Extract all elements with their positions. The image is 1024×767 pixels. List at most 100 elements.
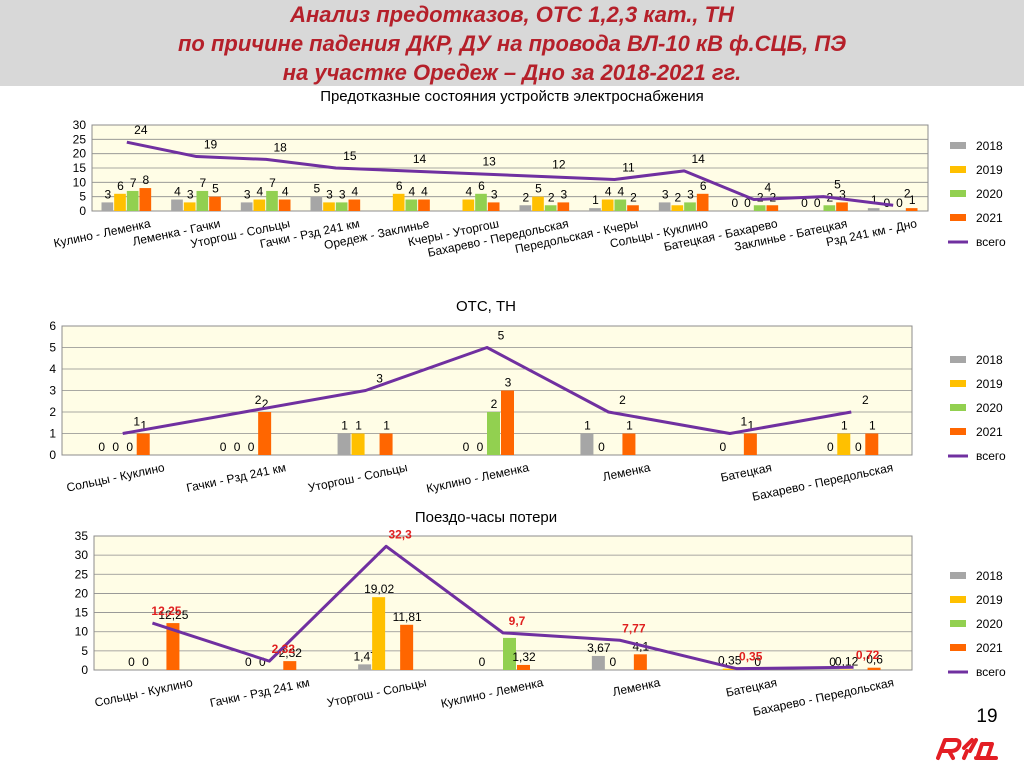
legend-swatch	[950, 356, 966, 363]
legend-swatch	[950, 596, 966, 603]
header-band	[0, 0, 1024, 86]
y-tick-label: 35	[75, 529, 89, 543]
bar-2020	[823, 205, 836, 211]
total-value-label: 12,25	[151, 604, 181, 618]
bar-value-label: 3	[839, 187, 846, 201]
total-value-label: 19	[204, 138, 218, 152]
bar-value-label: 0	[744, 196, 751, 210]
y-tick-label: 5	[81, 644, 88, 658]
bar-2021	[865, 433, 879, 455]
legend-label: всего	[976, 449, 1006, 463]
bar-2018	[337, 433, 351, 455]
bar-value-label: 0	[128, 655, 135, 669]
category-label: Сольцы - Куклино	[65, 460, 166, 495]
bar-2018	[171, 199, 183, 211]
total-line	[151, 544, 854, 671]
bar-value-label: 3	[560, 187, 567, 201]
bar-2021	[517, 664, 530, 670]
bar-value-label: 3	[339, 187, 346, 201]
bar-value-label: 2	[262, 397, 269, 411]
chart-title: Предотказные состояния устройств электро…	[320, 88, 704, 105]
bar-2020	[544, 205, 557, 211]
y-tick-label: 20	[75, 586, 89, 600]
category-label: Куклино - Леменка	[440, 675, 545, 710]
bar-value-label: 0,12	[835, 655, 859, 669]
bar-2018	[580, 433, 594, 455]
bar-2021	[743, 433, 757, 455]
bar-2021	[836, 202, 848, 211]
bar-2021	[278, 199, 291, 211]
bar-2021	[348, 199, 361, 211]
bar-value-label: 6	[700, 179, 707, 193]
bar-value-label: 1	[841, 419, 848, 433]
bar-value-label: 3	[687, 187, 694, 201]
bar-2020	[126, 190, 139, 211]
bar-value-label: 2	[522, 190, 529, 204]
bar-value-label: 2	[757, 190, 764, 204]
bar-value-label: 8	[142, 173, 149, 187]
bar-value-label: 11,81	[393, 610, 422, 624]
bar-2021	[557, 202, 570, 211]
total-value-label: 24	[134, 123, 148, 137]
category-label: Куклино - Леменка	[425, 460, 530, 495]
bar-2021	[139, 188, 152, 211]
bar-2021	[622, 433, 636, 455]
y-tick-label: 30	[75, 548, 89, 562]
legend-swatch	[950, 142, 966, 149]
bar-2021	[633, 654, 647, 670]
bar-value-label: 0	[754, 655, 761, 669]
bar-2021	[209, 196, 221, 211]
bar-2020	[487, 412, 500, 455]
bar-value-label: 19,02	[364, 582, 394, 596]
total-value-label: 18	[273, 140, 287, 154]
bar-value-label: 0	[142, 655, 149, 669]
bar-value-label: 6	[117, 179, 124, 193]
bar-2018	[658, 202, 671, 211]
y-tick-label: 6	[49, 319, 56, 333]
legend-label: всего	[976, 665, 1006, 679]
bar-2020	[503, 637, 516, 670]
y-tick-label: 15	[75, 606, 89, 620]
bar-value-label: 2	[548, 190, 555, 204]
bar-2019	[462, 199, 475, 211]
total-value-label: 3	[376, 372, 383, 386]
bar-value-label: 0	[248, 440, 255, 454]
bar-value-label: 0	[112, 440, 119, 454]
bar-value-label: 4	[408, 185, 415, 199]
page-title: Анализ предотказов, ОТС 1,2,3 кат., ТН п…	[0, 0, 1024, 87]
y-tick-label: 25	[73, 132, 87, 146]
bar-2019	[372, 597, 386, 670]
bar-value-label: 0	[598, 440, 605, 454]
bar-2019	[671, 205, 684, 211]
bar-value-label: 0	[855, 440, 862, 454]
legend-label: всего	[976, 235, 1006, 249]
y-tick-label: 20	[73, 147, 87, 161]
bar-2019	[837, 433, 851, 455]
legend-label: 2021	[976, 211, 1003, 225]
total-value-label: 15	[343, 149, 357, 163]
category-label: Леменка	[611, 675, 661, 699]
bar-value-label: 5	[313, 182, 320, 196]
bar-2021	[905, 208, 918, 211]
bar-2019	[392, 193, 405, 211]
category-label: Уторгош - Сольцы	[307, 460, 409, 495]
bar-2021	[400, 624, 414, 670]
bar-value-label: 0	[259, 655, 266, 669]
bar-value-label: 4	[351, 185, 358, 199]
y-tick-label: 15	[73, 161, 87, 175]
bar-2020	[196, 190, 209, 211]
bar-2018	[101, 202, 114, 211]
legend-label: 2019	[976, 377, 1003, 391]
total-value-label: 2	[619, 393, 626, 407]
bar-2019	[722, 668, 736, 670]
y-tick-label: 0	[81, 663, 88, 677]
bar-value-label: 7	[269, 176, 276, 190]
legend-label: 2019	[976, 593, 1003, 607]
legend-swatch	[950, 644, 966, 651]
bar-2021	[258, 412, 272, 455]
bar-value-label: 7	[199, 176, 206, 190]
total-value-label: 2	[904, 186, 911, 200]
total-value-label: 5	[498, 329, 505, 343]
bar-2021	[136, 433, 150, 455]
total-value-label: 1	[741, 415, 748, 429]
